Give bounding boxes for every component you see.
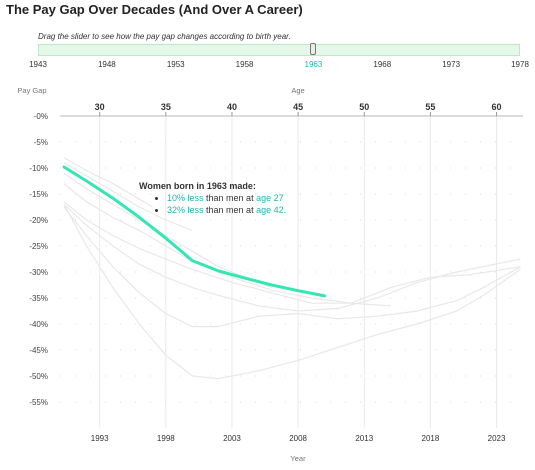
page-title: The Pay Gap Over Decades (And Over A Car… [6,2,303,17]
y-tick-label: -20% [29,216,48,225]
callout-heading: Women born in 1963 made: [139,181,256,191]
y-tick-label: -15% [29,190,48,199]
cohort-line [63,203,521,312]
cohort-line [63,206,521,328]
slider-tick-label: 1948 [98,60,116,69]
callout-age: age 42. [256,205,287,215]
callout-item-age-42: 32% less than men at age 42. [167,204,286,216]
x-tick-label: 2013 [355,434,373,443]
callout-gap-value: 32% less [167,205,204,215]
age-tick-label: 35 [161,102,171,112]
birth-year-slider-handle[interactable] [310,43,317,55]
cohort-line [63,157,153,208]
y-tick-label: -10% [29,164,48,173]
slider-tick-label: 1958 [236,60,254,69]
slider-tick-label: 1943 [29,60,47,69]
x-tick-label: 2003 [223,434,241,443]
age-axis-title: Age [291,86,304,95]
slider-tick-label: 1978 [511,60,529,69]
callout-gap-value: 10% less [167,193,204,203]
age-tick-label: 55 [425,102,435,112]
cohort-line [63,204,521,380]
age-tick-label: 40 [227,102,237,112]
x-tick-label: 1993 [91,434,109,443]
x-tick-label: 2008 [289,434,307,443]
age-tick-label: 60 [492,102,502,112]
x-axis-title: Year [290,454,306,463]
y-tick-label: -30% [29,268,48,277]
slider-tick-label: 1963 [305,60,323,69]
x-tick-label: 2018 [422,434,440,443]
selected-cohort-line [62,165,327,298]
age-tick-label: 45 [293,102,303,112]
y-tick-label: -55% [29,398,48,407]
callout-age: age 27 [256,193,284,203]
cohort-line [63,172,272,289]
callout-list: 10% less than men at age 27 32% less tha… [139,192,286,216]
y-tick-label: -40% [29,320,48,329]
slider-tick-label: 1973 [442,60,460,69]
slider-tick-label: 1953 [167,60,185,69]
cohort-line [63,201,521,304]
y-tick-label: -50% [29,372,48,381]
callout-connector: than men at [203,205,257,215]
age-tick-label: 30 [95,102,105,112]
y-tick-label: -25% [29,242,48,251]
y-tick-label: -45% [29,346,48,355]
callout-item-age-27: 10% less than men at age 27 [167,192,286,204]
slider-hint: Drag the slider to see how the pay gap c… [38,32,291,41]
birth-year-slider-track[interactable] [38,44,520,56]
x-tick-label: 2023 [488,434,506,443]
x-tick-label: 1998 [157,434,175,443]
age-tick-label: 50 [359,102,369,112]
slider-tick-label: 1968 [373,60,391,69]
y-tick-label: -0% [34,112,48,121]
y-axis-title: Pay Gap [17,86,46,95]
chart-callout: Women born in 1963 made: 10% less than m… [139,180,286,216]
y-tick-label: -35% [29,294,48,303]
callout-connector: than men at [203,193,257,203]
y-tick-label: -5% [34,138,48,147]
cohort-line [63,162,193,231]
